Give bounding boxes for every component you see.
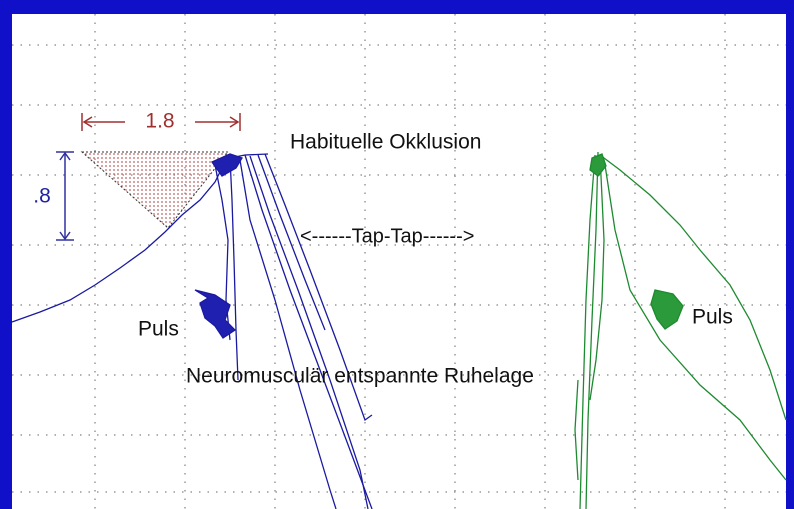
blue-trace xyxy=(11,153,373,509)
rest-label: Neuromusculär entspannte Ruhelage xyxy=(186,365,534,388)
green-trace xyxy=(574,151,787,509)
plot-area xyxy=(12,14,786,509)
tap-label: <------Tap-Tap------> xyxy=(300,225,474,247)
height-arrow xyxy=(56,151,74,241)
width-arrow xyxy=(81,113,241,131)
height-label: .8 xyxy=(33,185,51,208)
envelope-triangle xyxy=(80,151,230,229)
occlusion-label: Habituelle Okklusion xyxy=(290,131,481,154)
pulse-label-right: Puls xyxy=(692,306,733,329)
pulse-label-left: Puls xyxy=(138,318,179,341)
width-label: 1.8 xyxy=(145,110,174,133)
